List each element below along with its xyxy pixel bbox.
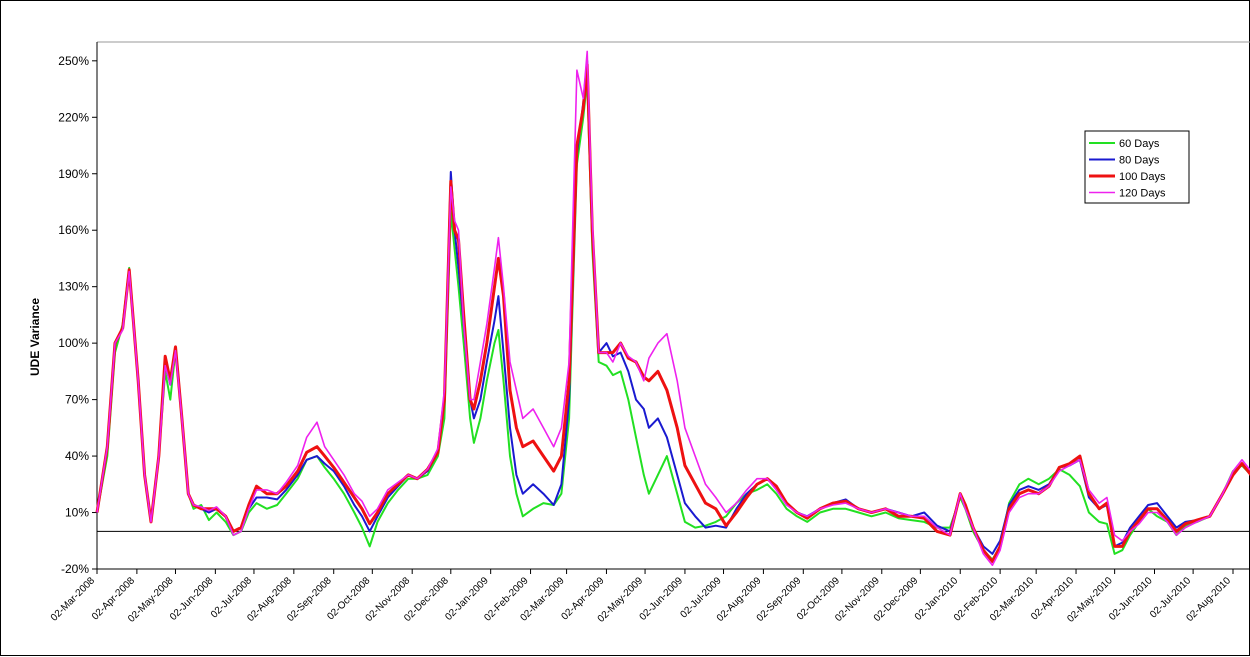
series-layer xyxy=(95,50,1250,567)
y-tick-label: 40% xyxy=(65,449,89,463)
y-tick-label: 220% xyxy=(58,110,89,124)
legend: 60 Days 80 Days 100 Days 120 Days xyxy=(1084,130,1190,204)
series-line-60-days xyxy=(96,78,1250,561)
y-tick-label: 190% xyxy=(58,167,89,181)
series-line-100-days xyxy=(95,63,1250,563)
y-tick-label: 250% xyxy=(58,54,89,68)
x-tick-label: 02-Jun-2010 xyxy=(1107,575,1155,623)
x-tick-label: 02-Jun-2008 xyxy=(168,575,216,623)
y-tick-label: 100% xyxy=(58,336,89,350)
plot-area xyxy=(96,41,1250,570)
y-tick-label: 70% xyxy=(65,393,89,407)
y-axis: -20% 10% 40% 70% 100% 130% 160% 190% 220% 250% xyxy=(58,54,97,576)
x-axis: 02-Mar-200802-Apr-200802-May-200802-Jun-… xyxy=(49,569,1234,625)
y-tick-label: 160% xyxy=(58,223,89,237)
legend-label: 100 Days xyxy=(1119,171,1166,183)
legend-label: 120 Days xyxy=(1119,188,1166,200)
legend-label: 80 Days xyxy=(1119,155,1160,167)
x-tick-label: 02-Mar-2008 xyxy=(49,575,98,624)
x-tick-label: 02-Jun-2009 xyxy=(638,575,686,623)
y-axis-title: UDE Variance xyxy=(28,298,42,376)
y-tick-label: -20% xyxy=(61,562,89,576)
legend-label: 60 Days xyxy=(1119,138,1160,150)
y-tick-label: 10% xyxy=(65,506,89,520)
series-line-120-days xyxy=(96,50,1250,567)
y-tick-label: 130% xyxy=(58,280,89,294)
